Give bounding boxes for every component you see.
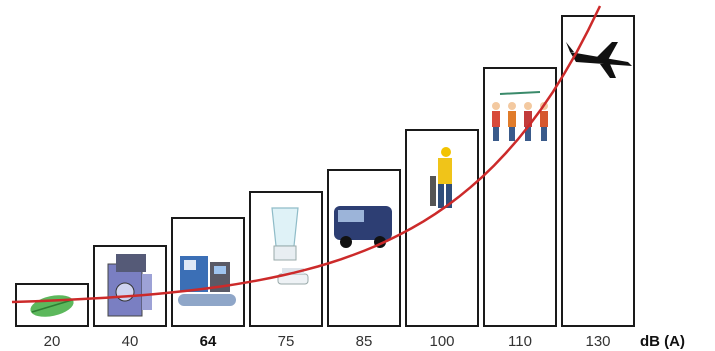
tick-label-75: 75 [278,333,295,350]
x-tick-labels: 20 40 64 75 85 100 110 130 [44,333,611,350]
tick-label-100: 100 [429,333,454,350]
tick-label-110: 110 [508,333,532,350]
van-icon [334,206,392,248]
loudness-curve [11,5,602,304]
tick-label-130: 130 [585,333,610,350]
construction-crowd-icon [492,91,548,141]
tick-label-64: 64 [200,333,217,350]
office-machine-icon [178,256,236,306]
tick-label-20: 20 [44,333,61,350]
icons-group [30,42,632,317]
tick-label-40: 40 [122,333,139,350]
jackhammer-worker-icon [430,147,452,208]
bar-85 [327,169,401,327]
blender-icon [271,207,309,285]
unit-label: dB (A) [640,333,685,350]
airplane-icon [566,42,632,78]
tick-label-85: 85 [356,333,373,350]
bar-130 [561,15,635,327]
